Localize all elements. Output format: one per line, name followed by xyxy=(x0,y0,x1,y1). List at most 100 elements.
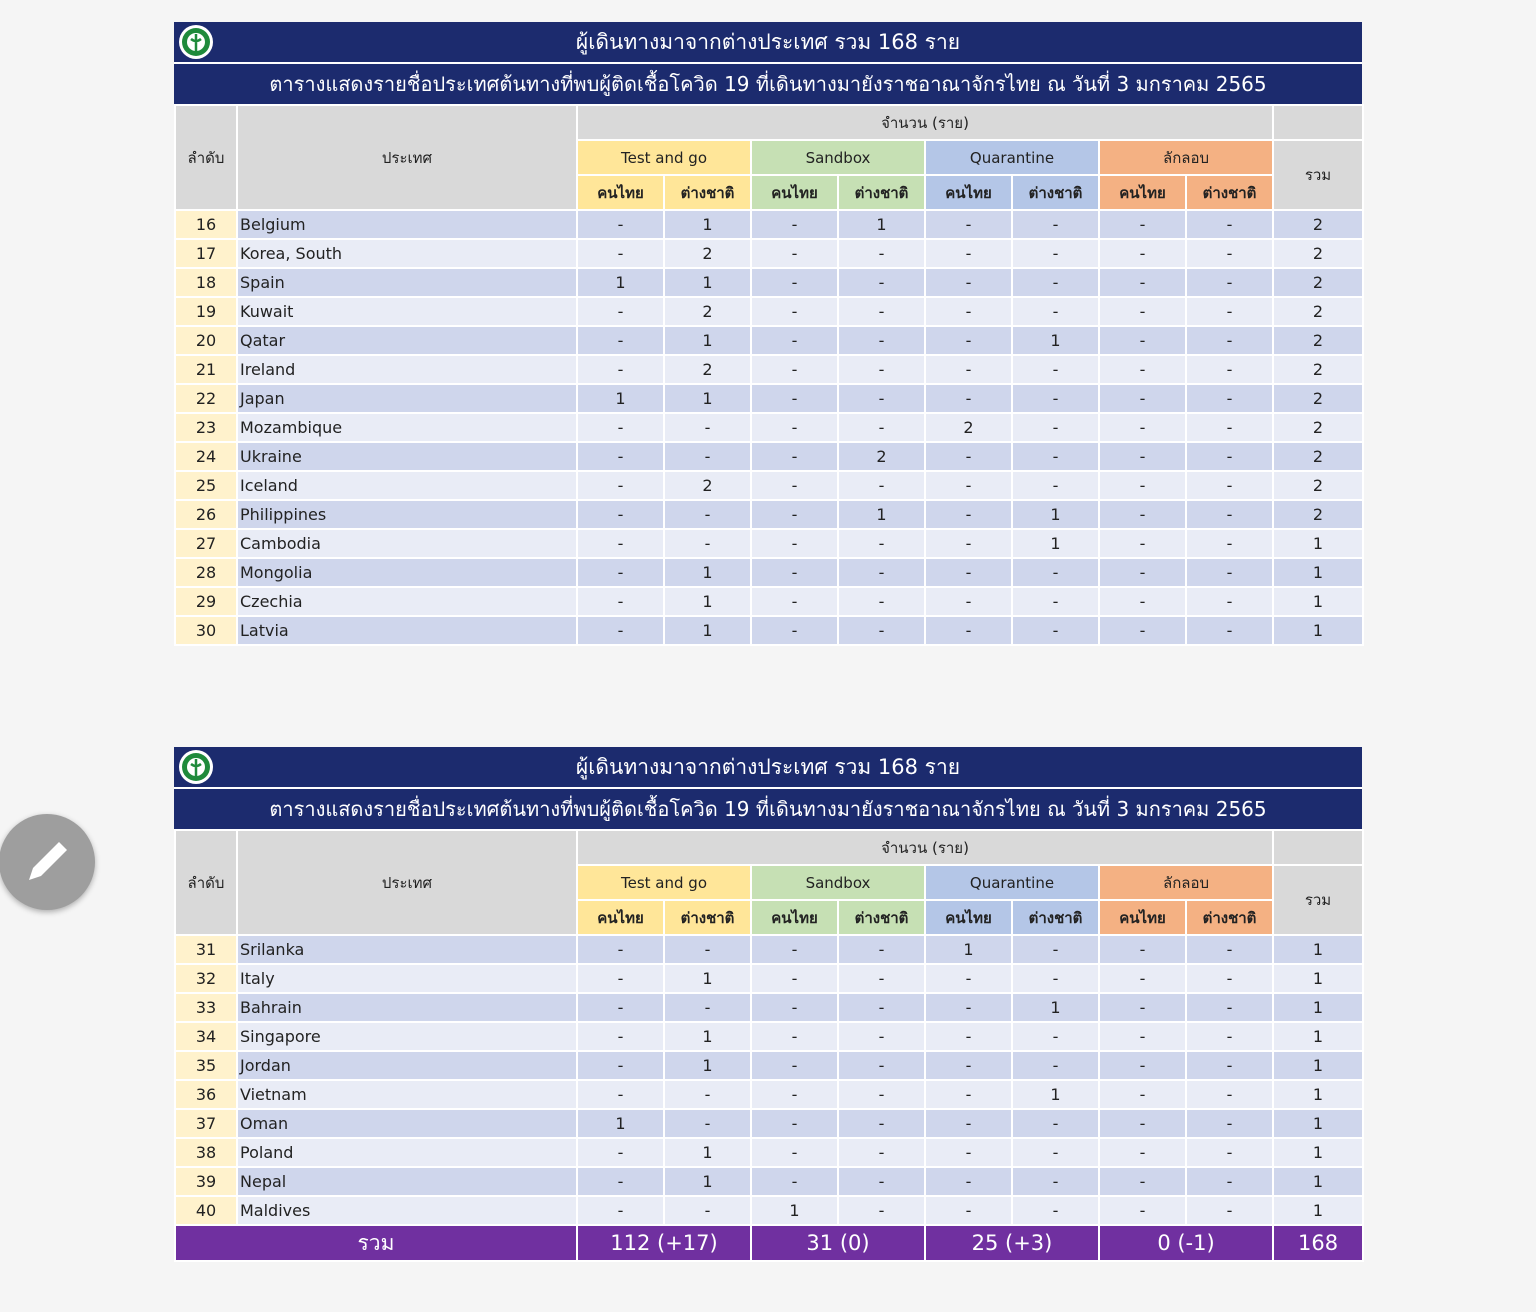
country-cell: Poland xyxy=(236,1137,578,1168)
value-cell: 1 xyxy=(663,383,752,414)
value-cell: - xyxy=(576,296,665,327)
total-row: รวม 112 (+17) 31 (0) 25 (+3) 0 (-1) 168 xyxy=(174,1224,1365,1262)
country-cell: Jordan xyxy=(236,1050,578,1081)
value-cell: - xyxy=(750,1079,839,1110)
value-cell: - xyxy=(1011,441,1100,472)
table-block: ผู้เดินทางมาจากต่างประเทศ รวม 168 ราย ตาร… xyxy=(174,747,1365,1262)
data-row: 22 Japan 1 1- - - - - -2 xyxy=(174,383,1365,414)
value-cell: - xyxy=(924,1050,1013,1081)
value-cell: - xyxy=(576,238,665,269)
value-cell: - xyxy=(837,267,926,298)
value-cell: - xyxy=(837,238,926,269)
value-cell: 1 xyxy=(1011,325,1100,356)
order-header: ลำดับ xyxy=(174,829,238,936)
total-value: 25 (+3) xyxy=(924,1224,1100,1262)
value-cell: - xyxy=(750,586,839,617)
country-cell: Kuwait xyxy=(236,296,578,327)
value-cell: - xyxy=(576,325,665,356)
subgroup-header: คนไทย xyxy=(1098,174,1187,211)
value-cell: - xyxy=(750,1166,839,1197)
value-cell: - xyxy=(1184,383,1275,414)
group-header: Sandbox xyxy=(750,139,926,176)
value-cell: - xyxy=(1184,441,1275,472)
data-row: 18 Spain 1 1- - - - - -2 xyxy=(174,267,1365,298)
value-cell: - xyxy=(576,1195,665,1226)
data-row: 27 Cambodia - - - - -1- -1 xyxy=(174,528,1365,559)
value-cell: - xyxy=(750,441,839,472)
order-cell: 27 xyxy=(174,528,238,559)
value-cell: - xyxy=(750,267,839,298)
title: ผู้เดินทางมาจากต่างประเทศ รวม 168 ราย xyxy=(575,30,961,54)
value-cell: 2 xyxy=(663,296,752,327)
value-cell: - xyxy=(1011,412,1100,443)
country-header: ประเทศ xyxy=(236,104,578,211)
value-cell: - xyxy=(1184,238,1275,269)
value-cell: - xyxy=(1011,470,1100,501)
value-cell: 2 xyxy=(1272,499,1365,530)
value-cell: - xyxy=(924,238,1013,269)
value-cell: - xyxy=(1011,1166,1100,1197)
value-cell: 2 xyxy=(924,412,1013,443)
value-cell: - xyxy=(663,1108,752,1139)
group-header: ลักลอบ xyxy=(1097,139,1275,176)
value-cell: - xyxy=(924,1079,1013,1110)
value-cell: - xyxy=(1011,586,1100,617)
value-cell: - xyxy=(750,1021,839,1052)
value-cell: 1 xyxy=(1272,615,1365,646)
value-cell: 1 xyxy=(1272,1195,1365,1226)
data-row: 20 Qatar -1- - -1- -2 xyxy=(174,325,1365,356)
total-value: 0 (-1) xyxy=(1097,1224,1275,1262)
group-header: Test and go xyxy=(576,864,752,901)
value-cell: - xyxy=(924,557,1013,588)
header-row: Test and go Sandbox Quarantine ลักลอบ รวม xyxy=(175,864,1365,936)
order-cell: 32 xyxy=(174,963,238,994)
value-cell: - xyxy=(924,528,1013,559)
data-row: 23 Mozambique - - - -2- - -2 xyxy=(174,412,1365,443)
pencil-icon xyxy=(29,842,67,880)
value-cell: - xyxy=(1011,238,1100,269)
value-cell: - xyxy=(1098,1050,1187,1081)
value-cell: 1 xyxy=(837,499,926,530)
value-cell: - xyxy=(1184,528,1275,559)
value-cell: - xyxy=(576,557,665,588)
data-row: 36 Vietnam - - - - -1- -1 xyxy=(174,1079,1365,1110)
value-cell: 1 xyxy=(663,557,752,588)
value-cell: - xyxy=(837,412,926,443)
value-cell: - xyxy=(576,412,665,443)
value-cell: - xyxy=(1098,354,1187,385)
country-cell: Mongolia xyxy=(236,557,578,588)
data-row: 21 Ireland -2- - - - - -2 xyxy=(174,354,1365,385)
value-cell: - xyxy=(1184,267,1275,298)
value-cell: 2 xyxy=(1272,209,1365,240)
country-cell: Ukraine xyxy=(236,441,578,472)
subgroup-header: ต่างชาติ xyxy=(1184,899,1275,936)
header-row: คนไทย ต่างชาติ คนไทย ต่างชาติ คนไทย ต่างชาติค… xyxy=(175,899,1363,936)
data-row: 29 Czechia -1- - - - - -1 xyxy=(174,586,1365,617)
value-cell: - xyxy=(924,963,1013,994)
country-cell: Qatar xyxy=(236,325,578,356)
value-cell: - xyxy=(1098,238,1187,269)
group-header: Quarantine xyxy=(924,864,1100,901)
data-row: 25 Iceland -2- - - - - -2 xyxy=(174,470,1365,501)
country-cell: Latvia xyxy=(236,615,578,646)
country-cell: Nepal xyxy=(236,1166,578,1197)
value-cell: - xyxy=(837,1108,926,1139)
order-cell: 18 xyxy=(174,267,238,298)
value-cell: 2 xyxy=(1272,238,1365,269)
value-cell: - xyxy=(576,470,665,501)
value-cell: - xyxy=(1011,1050,1100,1081)
value-cell: - xyxy=(576,1137,665,1168)
value-cell: - xyxy=(576,1050,665,1081)
value-cell: - xyxy=(1184,1079,1275,1110)
country-cell: Ireland xyxy=(236,354,578,385)
edit-button[interactable] xyxy=(0,814,95,910)
value-cell: 2 xyxy=(1272,412,1365,443)
value-cell: - xyxy=(750,615,839,646)
total-label: รวม xyxy=(174,1224,578,1262)
value-cell: - xyxy=(837,470,926,501)
country-cell: Belgium xyxy=(236,209,578,240)
value-cell: - xyxy=(924,296,1013,327)
value-cell: - xyxy=(1184,412,1275,443)
value-cell: - xyxy=(1184,963,1275,994)
value-cell: 2 xyxy=(1272,354,1365,385)
